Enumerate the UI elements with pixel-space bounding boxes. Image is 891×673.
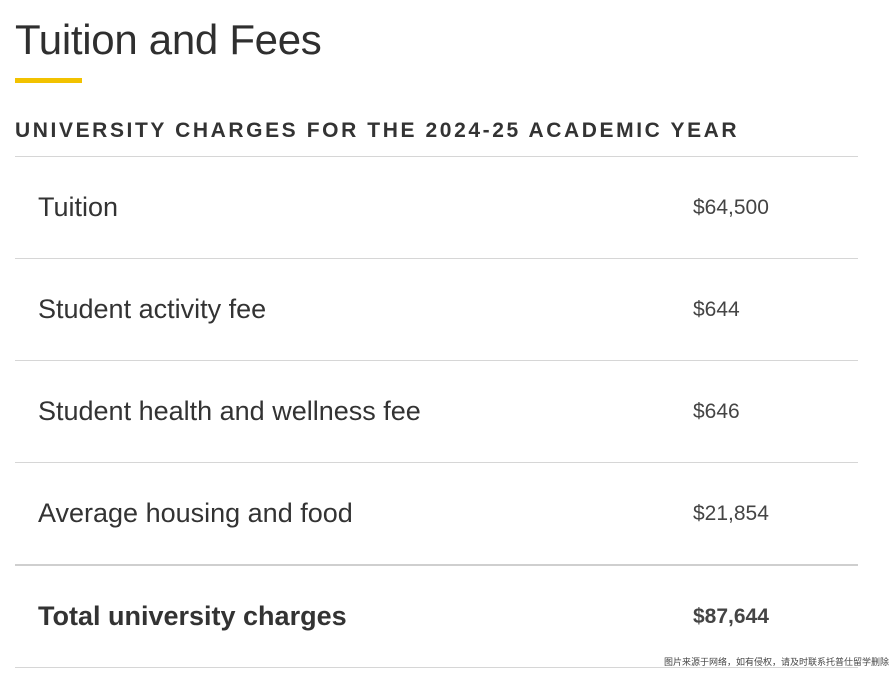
table-row: Student activity fee $644: [15, 258, 858, 361]
total-row: Total university charges $87,644: [15, 564, 858, 668]
charge-label: Student health and wellness fee: [15, 360, 693, 463]
watermark-text: 图片来源于网络，如有侵权，请及时联系托普仕留学删除: [663, 658, 889, 668]
charge-label: Tuition: [15, 156, 693, 259]
section-heading: UNIVERSITY CHARGES FOR THE 2024-25 ACADE…: [15, 119, 740, 142]
total-amount: $87,644: [693, 564, 858, 668]
charge-amount: $21,854: [693, 462, 858, 565]
charge-amount: $646: [693, 360, 858, 463]
charges-table: Tuition $64,500 Student activity fee $64…: [15, 156, 858, 668]
table-row: Student health and wellness fee $646: [15, 360, 858, 463]
charge-amount: $644: [693, 258, 858, 361]
table-row: Tuition $64,500: [15, 156, 858, 259]
title-accent-bar: [15, 78, 82, 83]
charge-amount: $64,500: [693, 156, 858, 259]
page-title: Tuition and Fees: [15, 16, 322, 63]
total-label: Total university charges: [15, 564, 693, 668]
charge-label: Average housing and food: [15, 462, 693, 565]
charge-label: Student activity fee: [15, 258, 693, 361]
table-row: Average housing and food $21,854: [15, 462, 858, 565]
